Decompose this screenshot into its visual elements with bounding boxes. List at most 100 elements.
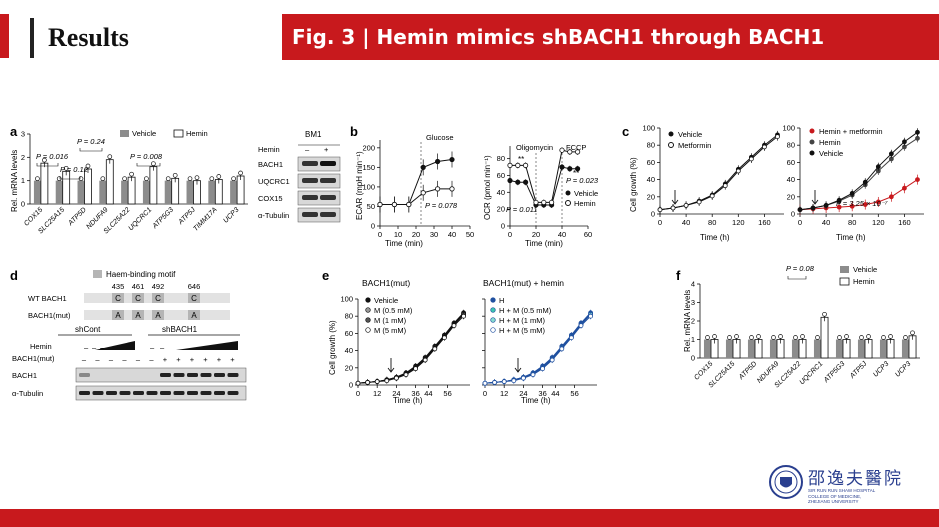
category-label: COX15 — [693, 360, 714, 381]
x-tick-label: 44 — [551, 389, 559, 398]
haem-legend-label: Haem-binding motif — [106, 270, 176, 279]
x-tick-label: 56 — [443, 389, 451, 398]
data-point — [522, 179, 529, 185]
panel-f: f Rel. mRNA levels Vehicle Hemin P = 0.0… — [676, 264, 920, 389]
p-bracket — [36, 163, 59, 167]
legend-swatch-hemin — [173, 129, 184, 138]
data-point — [567, 149, 573, 155]
data-point — [413, 366, 419, 372]
data-point — [762, 144, 767, 150]
y-tick-label: 1 — [21, 176, 25, 185]
e-left-legend-marker — [365, 297, 371, 303]
motif-position: 461 — [132, 282, 145, 291]
c-right-p: P = 3.25 × 10⁻⁷ — [836, 199, 888, 208]
dot — [107, 154, 113, 160]
data-point — [559, 147, 565, 153]
data-point — [574, 149, 581, 155]
e-left-legend-marker — [365, 307, 371, 313]
legend-swatch-vehicle — [120, 130, 129, 137]
y-tick-label: 0 — [691, 354, 695, 363]
dot — [194, 175, 200, 181]
ecar-p: P = 0.078 — [425, 201, 458, 210]
data-point — [670, 205, 676, 211]
bar-hemin — [149, 166, 158, 205]
blot-a-hemin-label: Hemin — [258, 145, 280, 154]
x-tick-label: 36 — [411, 389, 419, 398]
section-title: Results — [30, 18, 258, 58]
y-tick-label: 0 — [791, 210, 795, 219]
x-tick-label: 120 — [872, 218, 885, 227]
bar-hemin — [40, 162, 49, 205]
data-point — [548, 199, 555, 206]
y-tick-label: 100 — [642, 124, 655, 133]
e-left-legend-text: M (1 mM) — [374, 316, 407, 325]
growth-c-right-xlabel: Time (h) — [836, 233, 866, 242]
dot — [705, 335, 710, 340]
data-point — [902, 139, 907, 145]
e-right-title: BACH1(mut) + hemin — [483, 278, 564, 288]
bar-vehicle — [186, 180, 194, 204]
data-point — [511, 378, 517, 384]
dot — [837, 335, 842, 340]
data-point — [482, 380, 488, 386]
blot-lane-box — [297, 207, 341, 223]
hospital-name-en-1: SIR RUN RUN SHAW HOSPITAL — [808, 488, 876, 493]
data-point — [862, 179, 868, 185]
dot — [63, 165, 69, 171]
mut-sign: + — [203, 355, 208, 364]
dot — [815, 335, 820, 340]
mut-sign: – — [95, 355, 100, 364]
ecar-xlabel: Time (min) — [385, 239, 423, 248]
growth-c-left-plot: 0 20 40 60 80 100 0 40 80 120 160 — [642, 124, 784, 227]
motif-residue: A — [135, 311, 141, 320]
e-right-legend-text: H + M (1 mM) — [499, 316, 546, 325]
category-label: ATP5D — [67, 206, 88, 227]
e-right-legend-marker — [490, 317, 496, 323]
y-tick-label: 40 — [787, 175, 795, 184]
dot — [209, 176, 215, 182]
dot — [727, 335, 732, 340]
f-legend-vehicle: Vehicle — [853, 265, 877, 274]
f-ylabel: Rel. mRNA levels — [683, 290, 692, 352]
motif-row-label: BACH1(mut) — [28, 311, 71, 320]
data-point — [569, 335, 574, 341]
d-blot-band — [79, 373, 90, 377]
y-tick-label: 0 — [371, 222, 375, 231]
panel-a-ylabel: Rel. mRNA levels — [10, 150, 19, 212]
e-left-legend-marker — [365, 317, 371, 323]
motif-position: 646 — [188, 282, 201, 291]
panel-b-label: b — [350, 124, 358, 139]
bar-vehicle — [99, 180, 107, 204]
e-left-title: BACH1(mut) — [362, 278, 410, 288]
motif-residue: A — [191, 311, 197, 320]
ocr-oligomycin: Oligomycin — [516, 143, 553, 152]
data-point — [391, 201, 397, 208]
data-point — [849, 190, 855, 196]
hemin-gradient-2 — [176, 341, 238, 350]
dot — [56, 176, 62, 182]
data-point — [875, 199, 881, 205]
dot — [165, 176, 171, 182]
dot — [749, 335, 754, 340]
e-right-plot: 0 12 24 36 44 56 — [482, 298, 597, 398]
y-tick-label: 50 — [367, 202, 375, 211]
treatment-arrow — [671, 190, 679, 205]
bar-vehicle — [55, 180, 63, 204]
dot — [151, 161, 156, 167]
c-legend-vehicle2-marker — [809, 150, 815, 156]
data-point — [578, 323, 584, 329]
bar-vehicle — [703, 339, 711, 358]
bar-vehicle — [791, 339, 799, 358]
motif-box — [132, 310, 144, 320]
d-blot-band — [214, 373, 225, 377]
category-label: COX15 — [23, 206, 44, 227]
x-tick-label: 160 — [758, 218, 771, 227]
x-tick-label: 60 — [584, 230, 592, 239]
d-blot-band — [173, 373, 185, 377]
y-tick-label: 20 — [787, 192, 795, 201]
e-left-legend-text: M (0.5 mM) — [374, 306, 413, 315]
e-left-legend-marker — [365, 327, 371, 333]
d-blot-band — [92, 391, 104, 395]
